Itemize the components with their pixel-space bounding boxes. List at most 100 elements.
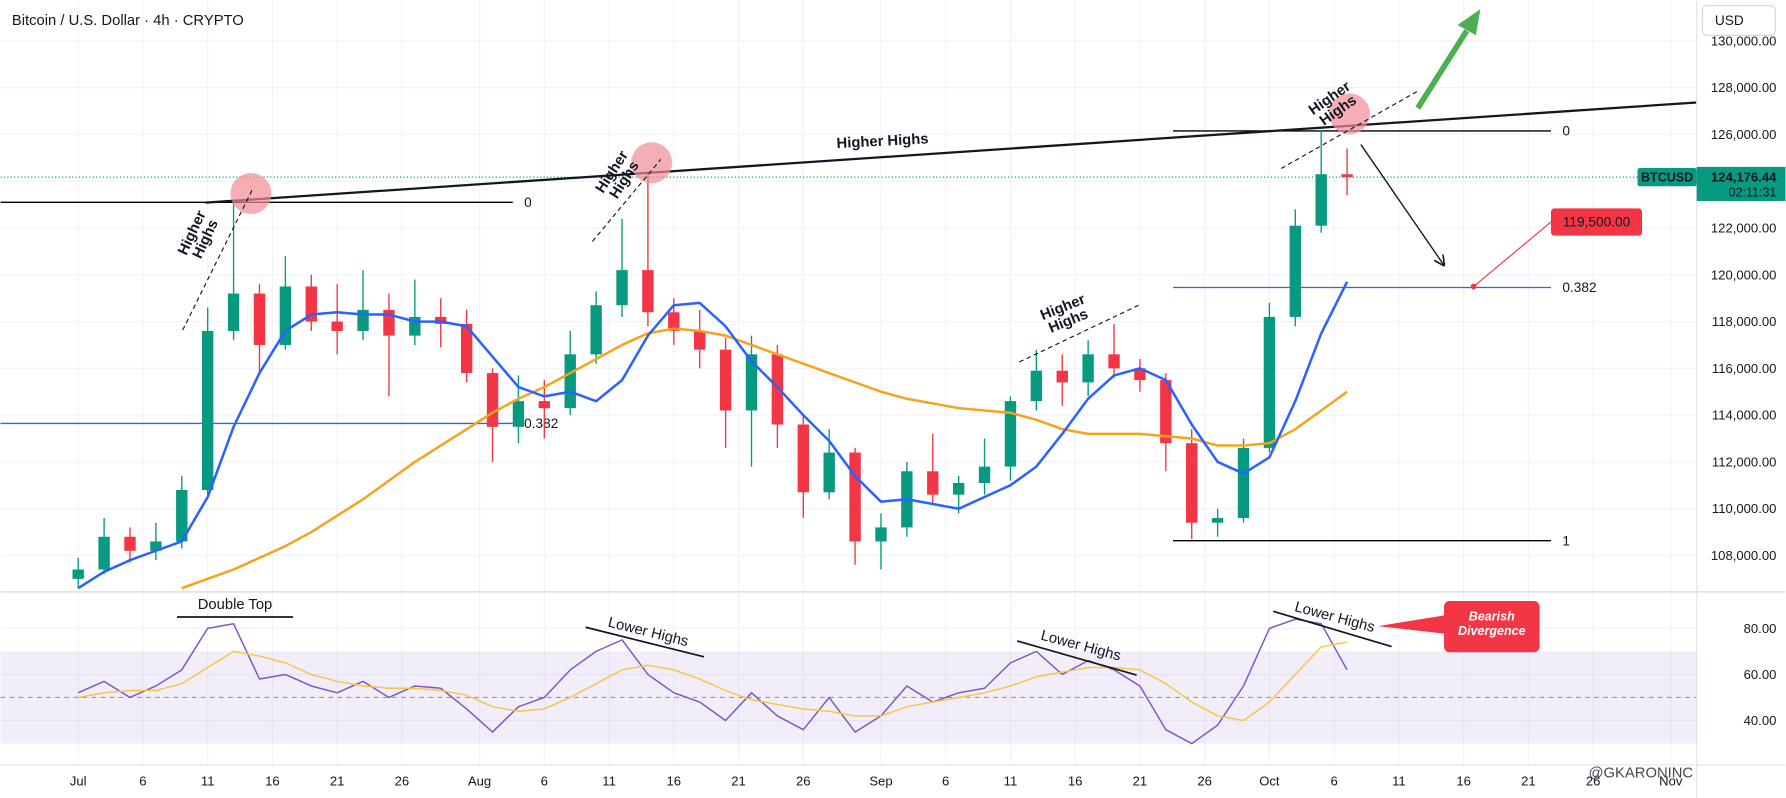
y-tick-label: 122,000.00 [1711,221,1776,236]
target-line [1473,221,1552,287]
candle-body [253,293,266,345]
x-tick-label: 6 [1331,773,1338,788]
candle-body [590,305,602,355]
countdown-label: 02:11:31 [1729,185,1777,199]
candle-body [1341,174,1353,178]
candle-body [176,489,188,542]
x-tick-label: Sep [869,773,892,788]
peak-circle [631,142,673,184]
x-tick-label: 21 [731,773,746,788]
fib-label: 0 [1562,124,1570,139]
y-tick-label: 118,000.00 [1712,314,1776,329]
double-top-label: Double Top [198,597,273,613]
annotation-line [1016,640,1137,676]
dashed-line [182,187,254,331]
trendline-label: Higher Highs [836,131,929,152]
chart-title: Bitcoin / U.S. Dollar · 4h · CRYPTO [12,13,244,29]
x-tick-label: 16 [265,773,280,788]
candle-body [279,286,292,345]
x-tick-label: 6 [139,773,146,788]
candle-body [409,316,421,336]
fib-label: 0.382 [1562,280,1596,295]
candle-body [1108,354,1120,369]
y-tick-label: 110,000.00 [1712,501,1776,516]
candle-body [331,321,343,331]
x-tick-label: 26 [1197,773,1212,788]
x-tick-label: 21 [1133,773,1148,788]
arrow [1360,144,1444,266]
candle-body [719,349,732,411]
y-tick-label: 112,000.00 [1712,454,1776,469]
x-tick-label: Aug [468,773,491,788]
symbol-badge [1637,168,1697,187]
annotation-line [1272,610,1392,648]
x-tick-label: Oct [1259,773,1280,788]
candle-body [1004,401,1017,467]
candle-body [1237,447,1250,519]
green-arrow [1415,29,1470,110]
y-tick-label: 128,000.00 [1711,80,1776,95]
x-tick-label: 21 [330,773,345,788]
currency-button[interactable] [1701,5,1776,36]
x-tick-label: 26 [395,773,410,788]
candle-body [124,536,136,551]
candle-body [978,466,991,483]
candle-body [538,401,551,409]
fib-label: 0 [524,195,532,210]
price-label: 124,176.44 [1711,170,1777,185]
candle-body [357,309,369,331]
y-tick-label: 80.00 [1744,621,1777,636]
green-arrow-head [1457,9,1481,36]
candle-body [1289,225,1301,317]
x-tick-label: Jul [70,773,87,788]
candle-body [927,471,939,495]
currency-label[interactable]: USD [1715,13,1744,28]
fib-label: 1 [1562,533,1570,548]
x-tick-label: 6 [541,773,548,788]
candle-body [227,293,240,331]
candle-body [72,569,84,579]
dashed-line [1280,90,1419,169]
candle-body [694,330,706,350]
candle-body [486,373,499,427]
candle-body [383,309,395,336]
candle-body [1211,518,1224,523]
candle-body [952,482,965,495]
bearish-divergence-label: Bearish Divergence [1458,610,1526,639]
candle-body [201,330,214,490]
candle-body [1186,443,1198,523]
line-series [78,641,1348,722]
candle-body [875,527,887,542]
candle-body [1082,354,1094,383]
candle-body [305,286,317,322]
x-tick-label: 16 [667,773,682,788]
line-series [77,618,1348,745]
candle-body [1134,368,1146,381]
y-tick-label: 114,000.00 [1712,408,1776,423]
price-badge [1696,166,1786,202]
x-tick-label: 11 [602,773,616,788]
x-tick-label: 11 [1392,773,1406,788]
candle-body [564,354,576,409]
target-label: 119,500.00 [1563,215,1631,230]
x-tick-label: Nov [1659,773,1683,788]
x-tick-label: 26 [796,773,811,788]
symbol-label: BTCUSD [1641,171,1693,185]
target-badge [1550,208,1643,236]
dashed-line [592,159,662,242]
watermark: @GKARONINC [1589,766,1694,782]
candle-body [745,354,758,411]
x-tick-label: 26 [1586,773,1601,788]
candle-body [616,270,628,306]
candle-body [150,541,162,551]
candle-body [849,452,861,542]
y-tick-label: 130,000.00 [1711,33,1776,48]
line-series [181,327,1348,590]
label-box: Bearish Divergence [1458,610,1526,639]
candle-body [1056,370,1068,383]
candle-body [668,312,680,331]
dashed-line [1019,304,1140,363]
y-tick-label: 40.00 [1744,713,1777,728]
